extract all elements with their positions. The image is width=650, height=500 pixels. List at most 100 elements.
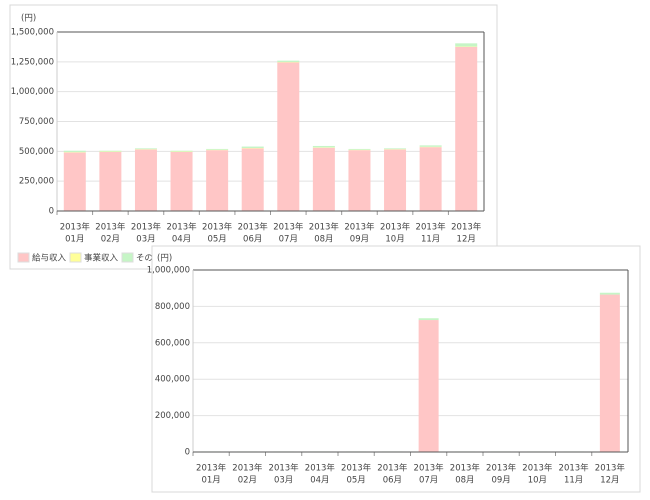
bar-segment	[99, 151, 122, 211]
x-tick-label: 12月	[600, 476, 619, 486]
x-tick-label: 2013年	[451, 222, 482, 233]
bar-segment	[99, 150, 122, 152]
y-tick-label: 0	[185, 448, 190, 458]
x-tick-label: 11月	[421, 235, 440, 245]
x-tick-label: 01月	[201, 476, 220, 486]
x-tick-label: 08月	[455, 476, 474, 486]
x-tick-label: 2013年	[486, 463, 517, 474]
bar-segment	[348, 150, 371, 211]
x-tick-label: 05月	[346, 476, 365, 486]
y-tick-label: 1,500,000	[11, 28, 54, 38]
bar-segment	[455, 46, 478, 211]
card	[9, 4, 498, 270]
legend-label: 事業収入	[84, 253, 119, 264]
x-tick-label: 01月	[65, 235, 84, 245]
y-tick-label: 800,000	[155, 302, 190, 312]
x-tick-label: 2013年	[595, 463, 626, 474]
x-tick-label: 2013年	[380, 222, 411, 233]
x-tick-label: 2013年	[166, 222, 197, 233]
x-tick-label: 2013年	[273, 222, 304, 233]
bar-segment	[277, 62, 300, 212]
x-tick-label: 06月	[383, 476, 402, 486]
y-tick-label: 1,000,000	[11, 87, 54, 97]
bar-segment	[134, 148, 157, 150]
x-tick-label: 2013年	[60, 222, 91, 233]
x-tick-label: 10月	[385, 235, 404, 245]
bar-segment	[599, 294, 620, 452]
bar-segment	[277, 60, 300, 63]
bar-segment	[63, 152, 86, 211]
legend-swatch	[121, 252, 134, 263]
bar-segment	[170, 150, 193, 152]
x-tick-label: 02月	[101, 235, 120, 245]
x-tick-label: 2013年	[450, 463, 481, 474]
bar-segment	[241, 146, 264, 148]
x-tick-label: 10月	[528, 476, 547, 486]
legend-label: その他	[136, 253, 162, 264]
bar-segment	[170, 151, 193, 211]
x-tick-label: 2013年	[414, 463, 445, 474]
y-tick-label: 0	[49, 207, 54, 217]
x-tick-label: 2013年	[95, 222, 126, 233]
bar-segment	[206, 150, 229, 211]
x-tick-label: 02月	[238, 476, 257, 486]
legend-swatch	[69, 252, 82, 263]
x-tick-label: 2013年	[196, 463, 227, 474]
bar-segment	[312, 145, 335, 148]
y-tick-label: 250,000	[19, 177, 54, 187]
x-tick-label: 09月	[491, 476, 510, 486]
bar-segment	[384, 149, 407, 211]
bar-segment	[418, 320, 439, 452]
y-tick-label: 500,000	[19, 147, 54, 157]
bar-segment	[134, 149, 157, 211]
x-tick-label: 2013年	[309, 222, 340, 233]
x-tick-label: 2013年	[377, 463, 408, 474]
x-tick-label: 2013年	[305, 463, 336, 474]
x-tick-label: 2013年	[522, 463, 553, 474]
x-tick-label: 04月	[310, 476, 329, 486]
bar-segment	[312, 147, 335, 211]
x-tick-label: 03月	[274, 476, 293, 486]
legend-swatch	[17, 252, 30, 263]
x-tick-label: 2013年	[559, 463, 590, 474]
x-tick-label: 2013年	[269, 463, 300, 474]
bar-segment	[419, 147, 442, 211]
y-tick-label: 1,250,000	[11, 57, 54, 67]
x-tick-label: 2013年	[238, 222, 269, 233]
x-tick-label: 03月	[136, 235, 155, 245]
bar-segment	[348, 148, 371, 150]
x-tick-label: 04月	[172, 235, 191, 245]
x-tick-label: 2013年	[344, 222, 375, 233]
y-tick-label: 750,000	[19, 117, 54, 127]
bar-segment	[206, 148, 229, 150]
bar-segment	[384, 148, 407, 150]
bar-segment	[599, 292, 620, 295]
x-tick-label: 12月	[457, 235, 476, 245]
y-tick-label: 400,000	[155, 375, 190, 385]
x-tick-label: 2013年	[416, 222, 447, 233]
x-tick-label: 2013年	[202, 222, 233, 233]
x-tick-label: 08月	[314, 235, 333, 245]
x-tick-label: 2013年	[341, 463, 372, 474]
x-tick-label: 05月	[207, 235, 226, 245]
y-tick-label: 1,000,000	[147, 266, 190, 276]
bar-segment	[63, 150, 86, 153]
x-tick-label: 11月	[564, 476, 583, 486]
bar-segment	[241, 148, 264, 211]
x-tick-label: 07月	[419, 476, 438, 486]
unit-label: (円)	[157, 254, 172, 264]
legend-label: 給与収入	[32, 253, 67, 264]
x-tick-label: 06月	[243, 235, 262, 245]
card	[151, 245, 641, 493]
x-tick-label: 2013年	[131, 222, 162, 233]
bar-segment	[419, 145, 442, 147]
x-tick-label: 07月	[279, 235, 298, 245]
x-tick-label: 2013年	[232, 463, 263, 474]
y-tick-label: 600,000	[155, 338, 190, 348]
unit-label: (円)	[21, 14, 36, 24]
y-tick-label: 200,000	[155, 411, 190, 421]
bar-segment	[418, 318, 439, 321]
x-tick-label: 09月	[350, 235, 369, 245]
bar-segment	[455, 43, 478, 47]
